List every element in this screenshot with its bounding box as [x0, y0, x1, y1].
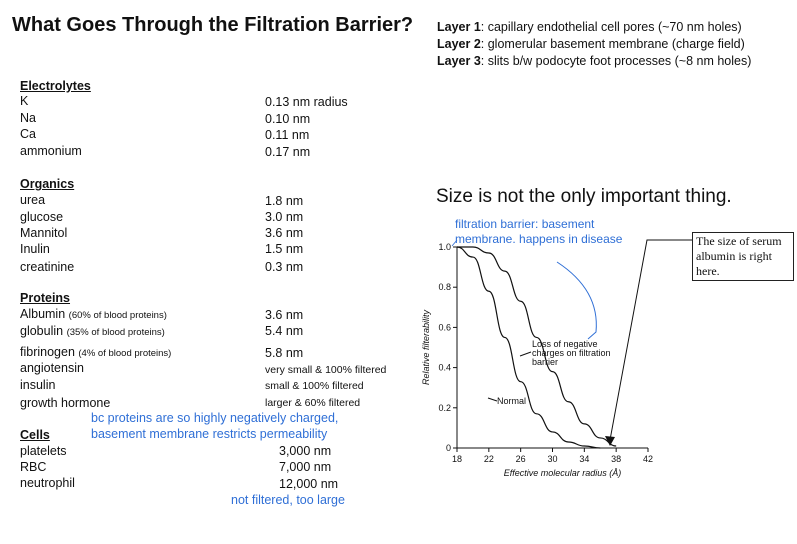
page-title: What Goes Through the Filtration Barrier… — [12, 14, 414, 36]
serum-albumin-note-line: The size of serum — [696, 234, 782, 248]
normal-label-pointer — [487, 397, 498, 402]
organic-value: 3.6 nm — [265, 226, 304, 240]
cell-name: RBC — [20, 460, 47, 474]
protein-sub: (4% of blood proteins) — [78, 348, 172, 359]
arrow-head-icon — [605, 436, 615, 446]
protein-charge-note: bc proteins are so highly negatively cha… — [91, 410, 338, 442]
normal-curve — [456, 246, 601, 449]
loss-of-charge-curve — [457, 246, 617, 447]
protein-name: growth hormone — [20, 396, 111, 410]
protein-value: 5.8 nm — [265, 346, 304, 360]
loss-series-label: barrier — [532, 357, 558, 367]
organic-name: urea — [20, 193, 46, 207]
x-axis-label: Effective molecular radius (Å) — [504, 468, 622, 478]
serum-albumin-note: The size of serum albumin is right here. — [692, 232, 794, 281]
protein-name: fibrinogen (4% of blood proteins) — [20, 345, 171, 359]
protein-value: very small & 100% filtered — [265, 364, 387, 376]
filtration-barrier-note-line: filtration barrier: basement — [455, 217, 595, 231]
chart-ticks: 0 0.2 0.4 0.6 0.8 1.0 18 22 26 30 34 38 42 Effective … — [421, 242, 653, 478]
layer-3: Layer 3: slits b/w podocyte foot process… — [437, 54, 751, 68]
protein-name: angiotensin — [20, 361, 84, 375]
layer-1-label: Layer 1 — [437, 20, 481, 34]
organic-value: 3.0 nm — [265, 210, 304, 224]
x-tick-label: 26 — [516, 454, 526, 464]
layer-1: Layer 1: capillary endothelial cell pore… — [437, 20, 742, 34]
loss-label-pointer — [519, 351, 532, 357]
protein-sub: (35% of blood proteins) — [66, 327, 165, 338]
electrolyte-name: ammonium — [20, 144, 82, 158]
hand-drawn-arrow-icon — [556, 261, 597, 340]
electrolyte-value: 0.17 nm — [265, 145, 311, 159]
y-tick-label: 0 — [446, 443, 451, 453]
protein-value: small & 100% filtered — [265, 380, 364, 392]
cell-value: 3,000 nm — [279, 444, 332, 458]
organics-heading: Organics — [20, 177, 75, 191]
electrolyte-name: Na — [20, 111, 36, 125]
protein-name: globulin (35% of blood proteins) — [20, 324, 165, 338]
y-tick-label: 0.4 — [438, 363, 451, 373]
filtration-barrier-note: filtration barrier: basement membrane. h… — [455, 217, 622, 247]
protein-value: 3.6 nm — [265, 308, 304, 322]
x-tick-label: 42 — [643, 454, 653, 464]
electrolyte-name: Ca — [20, 127, 36, 141]
cell-name: platelets — [20, 444, 67, 458]
cell-value: 7,000 nm — [279, 460, 332, 474]
electrolyte-name: K — [20, 94, 29, 108]
note-pointer — [451, 239, 458, 247]
cells-heading: Cells — [20, 428, 50, 442]
y-tick-label: 0.2 — [438, 403, 451, 413]
loss-series-label: charges on filtration — [532, 348, 611, 358]
layer-2-label: Layer 2 — [437, 37, 481, 51]
protein-charge-note-line: bc proteins are so highly negatively cha… — [91, 411, 339, 425]
organic-name: Mannitol — [20, 226, 68, 240]
protein-sub: (60% of blood proteins) — [68, 310, 167, 321]
electrolyte-value: 0.10 nm — [265, 112, 311, 126]
protein-value: larger & 60% filtered — [265, 397, 361, 409]
cell-value: 12,000 nm — [279, 477, 339, 491]
layer-2-text: : glomerular basement membrane (charge f… — [480, 37, 745, 51]
organic-name: Inulin — [20, 242, 50, 256]
proteins-heading: Proteins — [20, 291, 71, 305]
protein-name: insulin — [20, 378, 56, 392]
protein-label: Albumin — [20, 307, 66, 321]
y-tick-label: 0.8 — [438, 282, 451, 292]
x-tick-label: 18 — [452, 454, 462, 464]
organic-name: glucose — [20, 210, 64, 224]
layer-3-text: : slits b/w podocyte foot processes (~8 … — [480, 54, 752, 68]
protein-label: globulin — [20, 324, 64, 338]
electrolyte-value: 0.13 nm radius — [265, 95, 348, 109]
normal-series-label: Normal — [497, 396, 526, 406]
cell-name: neutrophil — [20, 476, 75, 490]
loss-series-label: Loss of negative — [532, 339, 598, 349]
filtration-barrier-note-line: membrane. happens in disease — [455, 232, 623, 246]
protein-charge-note-line: basement membrane restricts permeability — [91, 427, 328, 441]
serum-albumin-note-line: here. — [696, 264, 720, 278]
cells-note: not filtered, too large — [231, 493, 345, 507]
protein-value: 5.4 nm — [265, 324, 304, 338]
organic-value: 1.8 nm — [265, 194, 304, 208]
x-tick-label: 22 — [484, 454, 494, 464]
organic-value: 1.5 nm — [265, 242, 304, 256]
y-axis-label: Relative filterability — [421, 309, 431, 385]
x-tick-label: 38 — [611, 454, 621, 464]
size-heading: Size is not the only important thing. — [436, 186, 732, 207]
serum-albumin-note-line: albumin is right — [696, 249, 772, 263]
organic-name: creatinine — [20, 260, 75, 274]
protein-name: Albumin (60% of blood proteins) — [20, 307, 167, 321]
serum-albumin-pointer — [609, 239, 692, 441]
electrolytes-heading: Electrolytes — [20, 79, 91, 93]
y-tick-label: 0.6 — [438, 322, 451, 332]
chart-curves — [456, 246, 617, 449]
layer-3-label: Layer 3 — [437, 54, 481, 68]
layer-1-text: : capillary endothelial cell pores (~70 … — [480, 20, 742, 34]
y-tick-label: 1.0 — [438, 242, 451, 252]
protein-label: fibrinogen — [20, 345, 75, 359]
electrolyte-value: 0.11 nm — [265, 128, 310, 142]
x-tick-label: 30 — [547, 454, 557, 464]
layer-2: Layer 2: glomerular basement membrane (c… — [437, 37, 745, 51]
x-tick-label: 34 — [579, 454, 589, 464]
organic-value: 0.3 nm — [265, 260, 304, 274]
